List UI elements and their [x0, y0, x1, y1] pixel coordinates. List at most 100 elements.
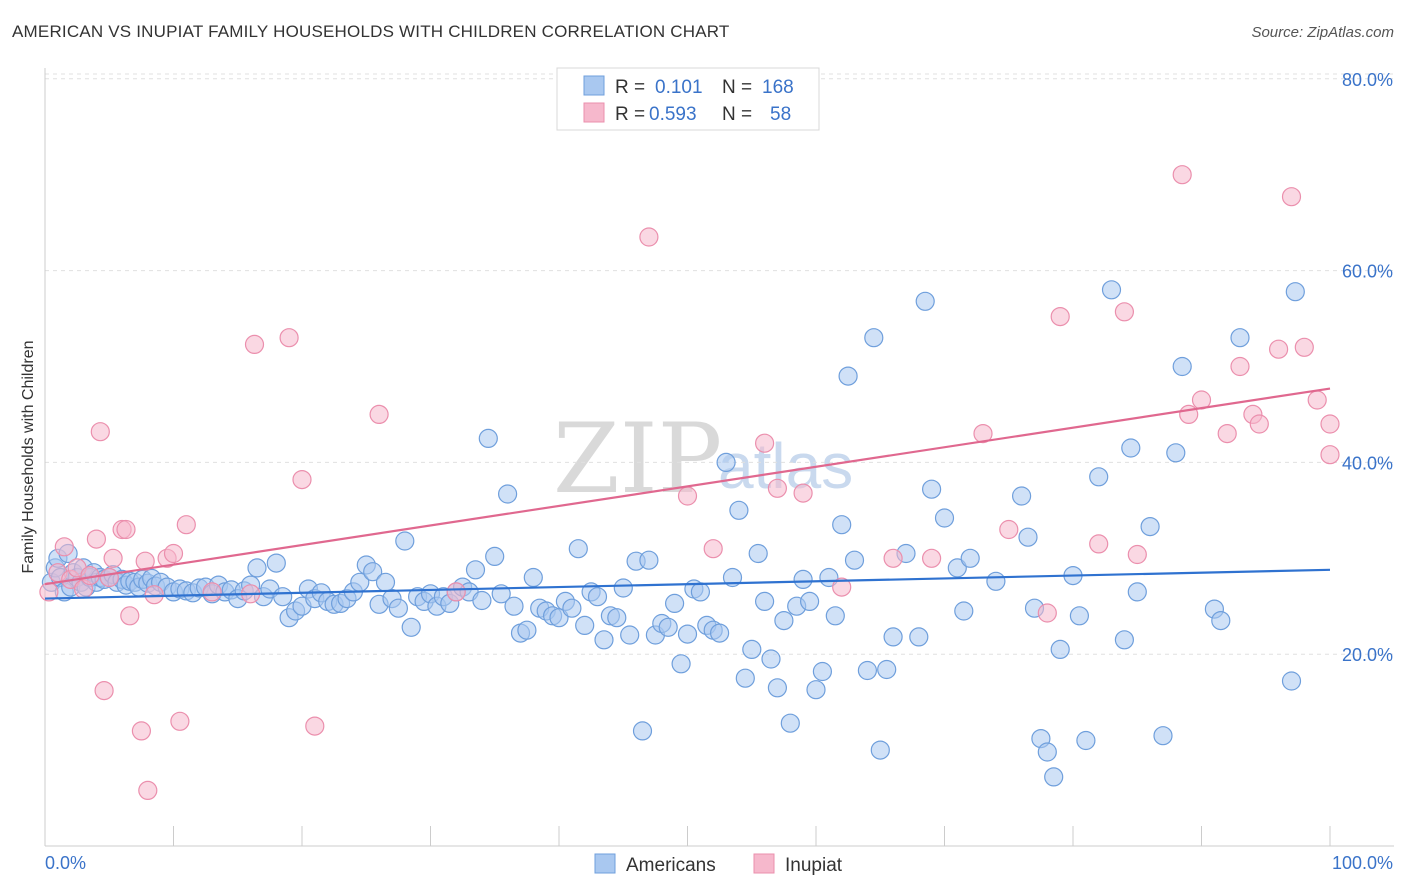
inupiat-point-38	[883, 548, 903, 568]
american-point-130	[799, 591, 820, 612]
legend-n-label-americans: N =	[722, 77, 752, 98]
american-point-160	[1069, 606, 1090, 626]
american-point-111	[677, 624, 698, 644]
inupiat-point-39	[921, 548, 942, 568]
inupiat-point-33	[703, 539, 723, 559]
inupiat-point-8	[90, 422, 110, 442]
american-point-141	[877, 659, 897, 680]
american-point-102	[620, 625, 640, 645]
inupiat-point-26	[279, 328, 299, 348]
inupiat-point-34	[754, 433, 775, 453]
american-point-134	[825, 606, 845, 626]
american-point-67	[395, 531, 415, 551]
american-point-48	[273, 587, 293, 607]
inupiat-point-11	[103, 548, 123, 568]
inupiat-point-35	[767, 478, 788, 498]
inupiat-point-51	[1230, 356, 1250, 377]
inupiat-point-9	[94, 680, 114, 701]
american-point-150	[960, 548, 980, 568]
american-point-147	[934, 508, 955, 528]
inupiat-point-58	[1320, 445, 1340, 465]
american-point-86	[517, 620, 537, 640]
american-point-83	[498, 484, 518, 504]
american-point-79	[472, 590, 492, 611]
american-point-109	[664, 593, 685, 614]
trend-lines	[44, 387, 1331, 600]
american-point-120	[735, 668, 755, 688]
inupiat-point-50	[1217, 424, 1237, 444]
american-point-146	[921, 479, 942, 499]
american-point-166	[1127, 582, 1147, 602]
bottom-legend-swatch-inupiat	[753, 853, 775, 874]
legend-r-label-inupiat: R =	[615, 104, 645, 125]
inupiat-point-42	[1037, 603, 1057, 623]
inupiat-point-20	[163, 543, 184, 564]
inupiat-point-53	[1249, 414, 1269, 434]
gridlines	[45, 73, 1394, 655]
american-point-149	[954, 601, 974, 621]
american-point-145	[915, 291, 935, 311]
legend-n-value-inupiat: 58	[770, 104, 791, 125]
inupiat-point-27	[292, 470, 312, 490]
inupiat-point-30	[446, 582, 466, 602]
american-point-136	[838, 366, 858, 386]
y-tick-label-80: 80.0%	[1342, 70, 1393, 90]
american-point-140	[870, 740, 890, 760]
american-point-122	[748, 543, 768, 564]
american-point-173	[1230, 328, 1250, 348]
legend-swatch-americans	[583, 75, 605, 96]
american-point-124	[761, 649, 781, 669]
chart-title: AMERICAN VS INUPIAT FAMILY HOUSEHOLDS WI…	[12, 22, 730, 41]
american-point-44	[247, 558, 267, 578]
inupiat-point-56	[1294, 337, 1314, 357]
american-point-127	[780, 713, 800, 733]
american-point-161	[1076, 730, 1096, 751]
x-ticks	[44, 826, 1331, 846]
american-trend-line	[44, 568, 1331, 600]
inupiat-point-16	[135, 551, 155, 571]
y-tick-label-20: 20.0%	[1342, 645, 1393, 665]
series-americans	[41, 280, 1305, 787]
inupiat-point-2	[54, 537, 74, 557]
american-point-105	[639, 550, 659, 570]
american-point-100	[607, 608, 627, 628]
y-tick-labels: 20.0% 40.0% 60.0% 80.0%	[1342, 70, 1393, 665]
american-point-174	[1281, 671, 1302, 691]
inupiat-point-13	[116, 519, 136, 540]
american-point-129	[793, 569, 813, 590]
inupiat-point-57	[1307, 390, 1327, 410]
american-point-68	[401, 617, 421, 637]
american-point-172	[1211, 610, 1231, 631]
inupiat-point-10	[99, 567, 119, 588]
american-point-164	[1114, 630, 1135, 650]
american-point-64	[375, 572, 396, 592]
american-point-167	[1140, 516, 1160, 537]
american-point-138	[857, 660, 878, 681]
bottom-legend-inupiat: Inupiat	[785, 855, 843, 876]
bottom-legend-swatch-americans	[594, 853, 616, 874]
american-point-162	[1089, 467, 1109, 487]
x-tick-label-min: 0.0%	[45, 853, 86, 873]
inupiat-point-41	[999, 519, 1019, 540]
inupiat-point-29	[369, 404, 389, 424]
american-point-170	[1172, 356, 1192, 377]
inupiat-point-54	[1268, 339, 1289, 359]
american-point-135	[832, 515, 852, 535]
american-point-132	[812, 661, 833, 682]
inupiat-point-28	[305, 716, 325, 736]
inupiat-point-59	[1320, 414, 1340, 434]
american-point-80	[478, 428, 498, 448]
american-point-163	[1101, 280, 1122, 300]
inupiat-point-14	[120, 606, 140, 626]
american-point-87	[523, 567, 543, 588]
inupiat-point-46	[1127, 544, 1147, 565]
y-tick-label-40: 40.0%	[1342, 453, 1393, 473]
legend-bottom: Americans Inupiat	[594, 853, 843, 876]
source-credit: Source: ZipAtlas.com	[1251, 24, 1394, 41]
american-point-94	[568, 539, 588, 559]
inupiat-point-31	[639, 227, 659, 247]
inupiat-point-22	[176, 515, 196, 535]
american-point-126	[774, 610, 794, 631]
legend-swatch-inupiat	[583, 102, 605, 123]
